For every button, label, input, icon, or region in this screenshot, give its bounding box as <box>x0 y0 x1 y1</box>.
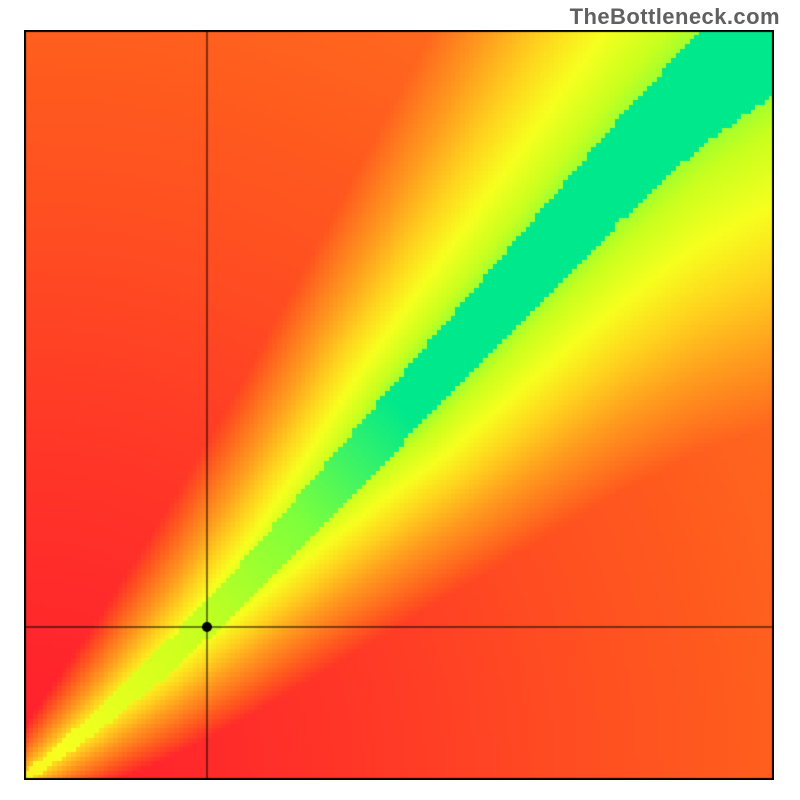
bottleneck-heatmap-plot <box>24 30 774 780</box>
watermark-text: TheBottleneck.com <box>570 4 780 30</box>
heatmap-canvas <box>24 30 774 780</box>
